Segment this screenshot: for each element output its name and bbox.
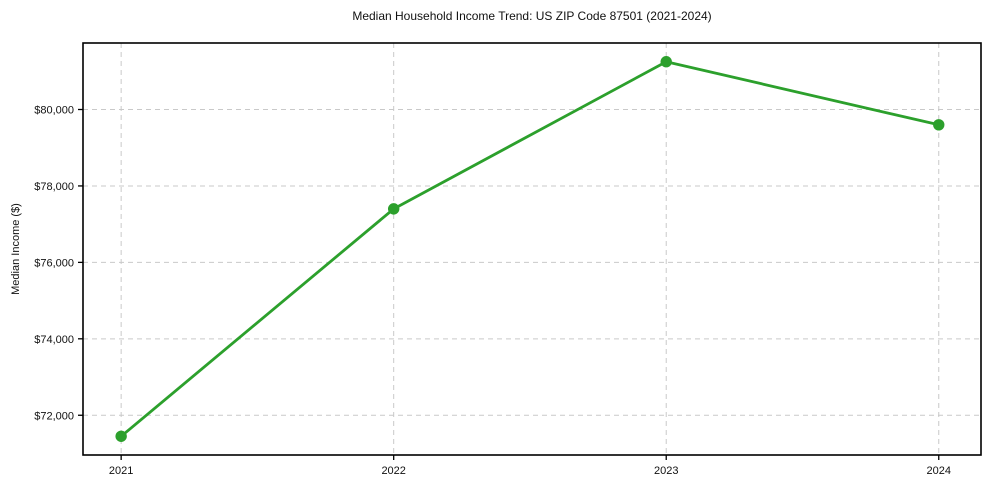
x-tick-label: 2023 <box>654 465 678 477</box>
x-tick-label: 2024 <box>927 465 951 477</box>
data-point-marker <box>660 56 672 68</box>
x-tick-label: 2021 <box>109 465 133 477</box>
y-tick-label: $78,000 <box>34 181 74 193</box>
y-tick-label: $76,000 <box>34 257 74 269</box>
y-tick-label: $74,000 <box>34 334 74 346</box>
y-tick-label: $72,000 <box>34 410 74 422</box>
axes-frame <box>82 42 982 456</box>
y-tick-label: $80,000 <box>34 105 74 117</box>
data-point-marker <box>387 203 400 215</box>
plot-area <box>83 43 981 455</box>
data-point-marker <box>115 430 127 442</box>
data-point-marker <box>933 119 945 131</box>
x-tick-label: 2022 <box>381 465 405 477</box>
chart-title: Median Household Income Trend: US ZIP Co… <box>352 9 712 23</box>
income-trend-line <box>119 60 941 438</box>
